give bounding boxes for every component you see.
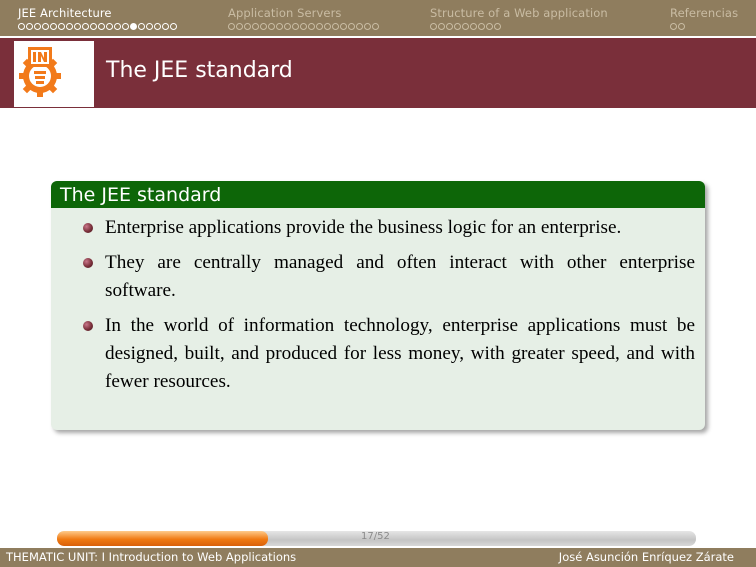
page-title: The JEE standard [106, 58, 293, 83]
nav-dot[interactable] [486, 23, 493, 30]
nav-dot[interactable] [50, 23, 57, 30]
nav-dot[interactable] [26, 23, 33, 30]
nav-dot[interactable] [252, 23, 259, 30]
nav-dot[interactable] [292, 23, 299, 30]
nav-dot[interactable] [42, 23, 49, 30]
nav-dot[interactable] [162, 23, 169, 30]
nav-dot[interactable] [446, 23, 453, 30]
nav-dot[interactable] [154, 23, 161, 30]
nav-section-application-servers[interactable]: Application Servers [228, 6, 379, 31]
nav-dot[interactable] [438, 23, 445, 30]
nav-dot[interactable] [276, 23, 283, 30]
block-header: The JEE standard [51, 181, 705, 208]
nav-dot[interactable] [308, 23, 315, 30]
nav-dot[interactable] [300, 23, 307, 30]
list-item: They are centrally managed and often int… [81, 249, 695, 305]
nav-dot[interactable] [236, 23, 243, 30]
institution-emblem-icon [19, 47, 61, 97]
nav-dot[interactable] [74, 23, 81, 30]
nav-dot[interactable] [58, 23, 65, 30]
nav-dot[interactable] [114, 23, 121, 30]
nav-dot[interactable] [98, 23, 105, 30]
footer-author: José Asunción Enríquez Zárate [558, 550, 734, 564]
nav-dot[interactable] [678, 23, 685, 30]
footer-unit-title: THEMATIC UNIT: I Introduction to Web App… [6, 550, 297, 564]
nav-dot[interactable] [332, 23, 339, 30]
bullet-icon [83, 258, 93, 268]
nav-dot[interactable] [356, 23, 363, 30]
nav-section-referencias[interactable]: Referencias [670, 6, 738, 31]
bullet-icon [83, 321, 93, 331]
page-counter: 17/52 [361, 531, 390, 542]
nav-dot[interactable] [244, 23, 251, 30]
nav-section-dots[interactable] [18, 23, 177, 31]
nav-dot[interactable] [372, 23, 379, 30]
nav-dot[interactable] [454, 23, 461, 30]
frame-title-bar: The JEE standard [0, 38, 756, 108]
nav-dot[interactable] [324, 23, 331, 30]
nav-dot[interactable] [122, 23, 129, 30]
nav-dot[interactable] [430, 23, 437, 30]
nav-section-dots[interactable] [670, 23, 738, 31]
nav-dot[interactable] [260, 23, 267, 30]
nav-dot[interactable] [316, 23, 323, 30]
nav-dot[interactable] [670, 23, 677, 30]
nav-section-jee-architecture[interactable]: JEE Architecture [18, 6, 177, 31]
nav-dot[interactable] [170, 23, 177, 30]
nav-dot[interactable] [364, 23, 371, 30]
nav-section-dots[interactable] [228, 23, 379, 31]
nav-dot[interactable] [470, 23, 477, 30]
nav-dot[interactable] [478, 23, 485, 30]
nav-section-title[interactable]: Structure of a Web application [430, 6, 608, 20]
content-block: The JEE standard Enterprise applications… [51, 181, 705, 430]
nav-dot[interactable] [340, 23, 347, 30]
nav-section-web-structure[interactable]: Structure of a Web application [430, 6, 608, 31]
nav-dot[interactable] [66, 23, 73, 30]
footer-bar: THEMATIC UNIT: I Introduction to Web App… [0, 548, 756, 567]
nav-section-title[interactable]: Application Servers [228, 6, 342, 20]
navigation-bar: JEE Architecture Application Servers Str… [0, 0, 756, 38]
nav-dot[interactable] [146, 23, 153, 30]
nav-section-title[interactable]: Referencias [670, 6, 739, 20]
list-item: Enterprise applications provide the busi… [81, 214, 695, 242]
bullet-icon [83, 223, 93, 233]
list-item-text: They are centrally managed and often int… [105, 252, 695, 301]
list-item-text: Enterprise applications provide the busi… [105, 217, 622, 238]
nav-dot[interactable] [462, 23, 469, 30]
progress-bar[interactable] [57, 531, 696, 546]
institution-logo [14, 41, 94, 107]
nav-dot[interactable] [284, 23, 291, 30]
nav-dot[interactable] [90, 23, 97, 30]
nav-section-dots[interactable] [430, 23, 608, 31]
nav-dot[interactable] [34, 23, 41, 30]
nav-section-title[interactable]: JEE Architecture [18, 6, 112, 20]
nav-dot[interactable] [348, 23, 355, 30]
navbar-divider [0, 36, 756, 38]
list-item-text: In the world of information technology, … [105, 315, 695, 392]
nav-dot[interactable] [228, 23, 235, 30]
nav-dot[interactable] [82, 23, 89, 30]
block-title: The JEE standard [60, 184, 222, 206]
nav-dot[interactable] [268, 23, 275, 30]
nav-dot[interactable] [138, 23, 145, 30]
nav-dot[interactable] [130, 23, 137, 30]
nav-dot[interactable] [494, 23, 501, 30]
progress-fill [57, 531, 268, 546]
nav-dot[interactable] [106, 23, 113, 30]
nav-dot[interactable] [18, 23, 25, 30]
list-item: In the world of information technology, … [81, 312, 695, 396]
bullet-list: Enterprise applications provide the busi… [81, 214, 695, 403]
